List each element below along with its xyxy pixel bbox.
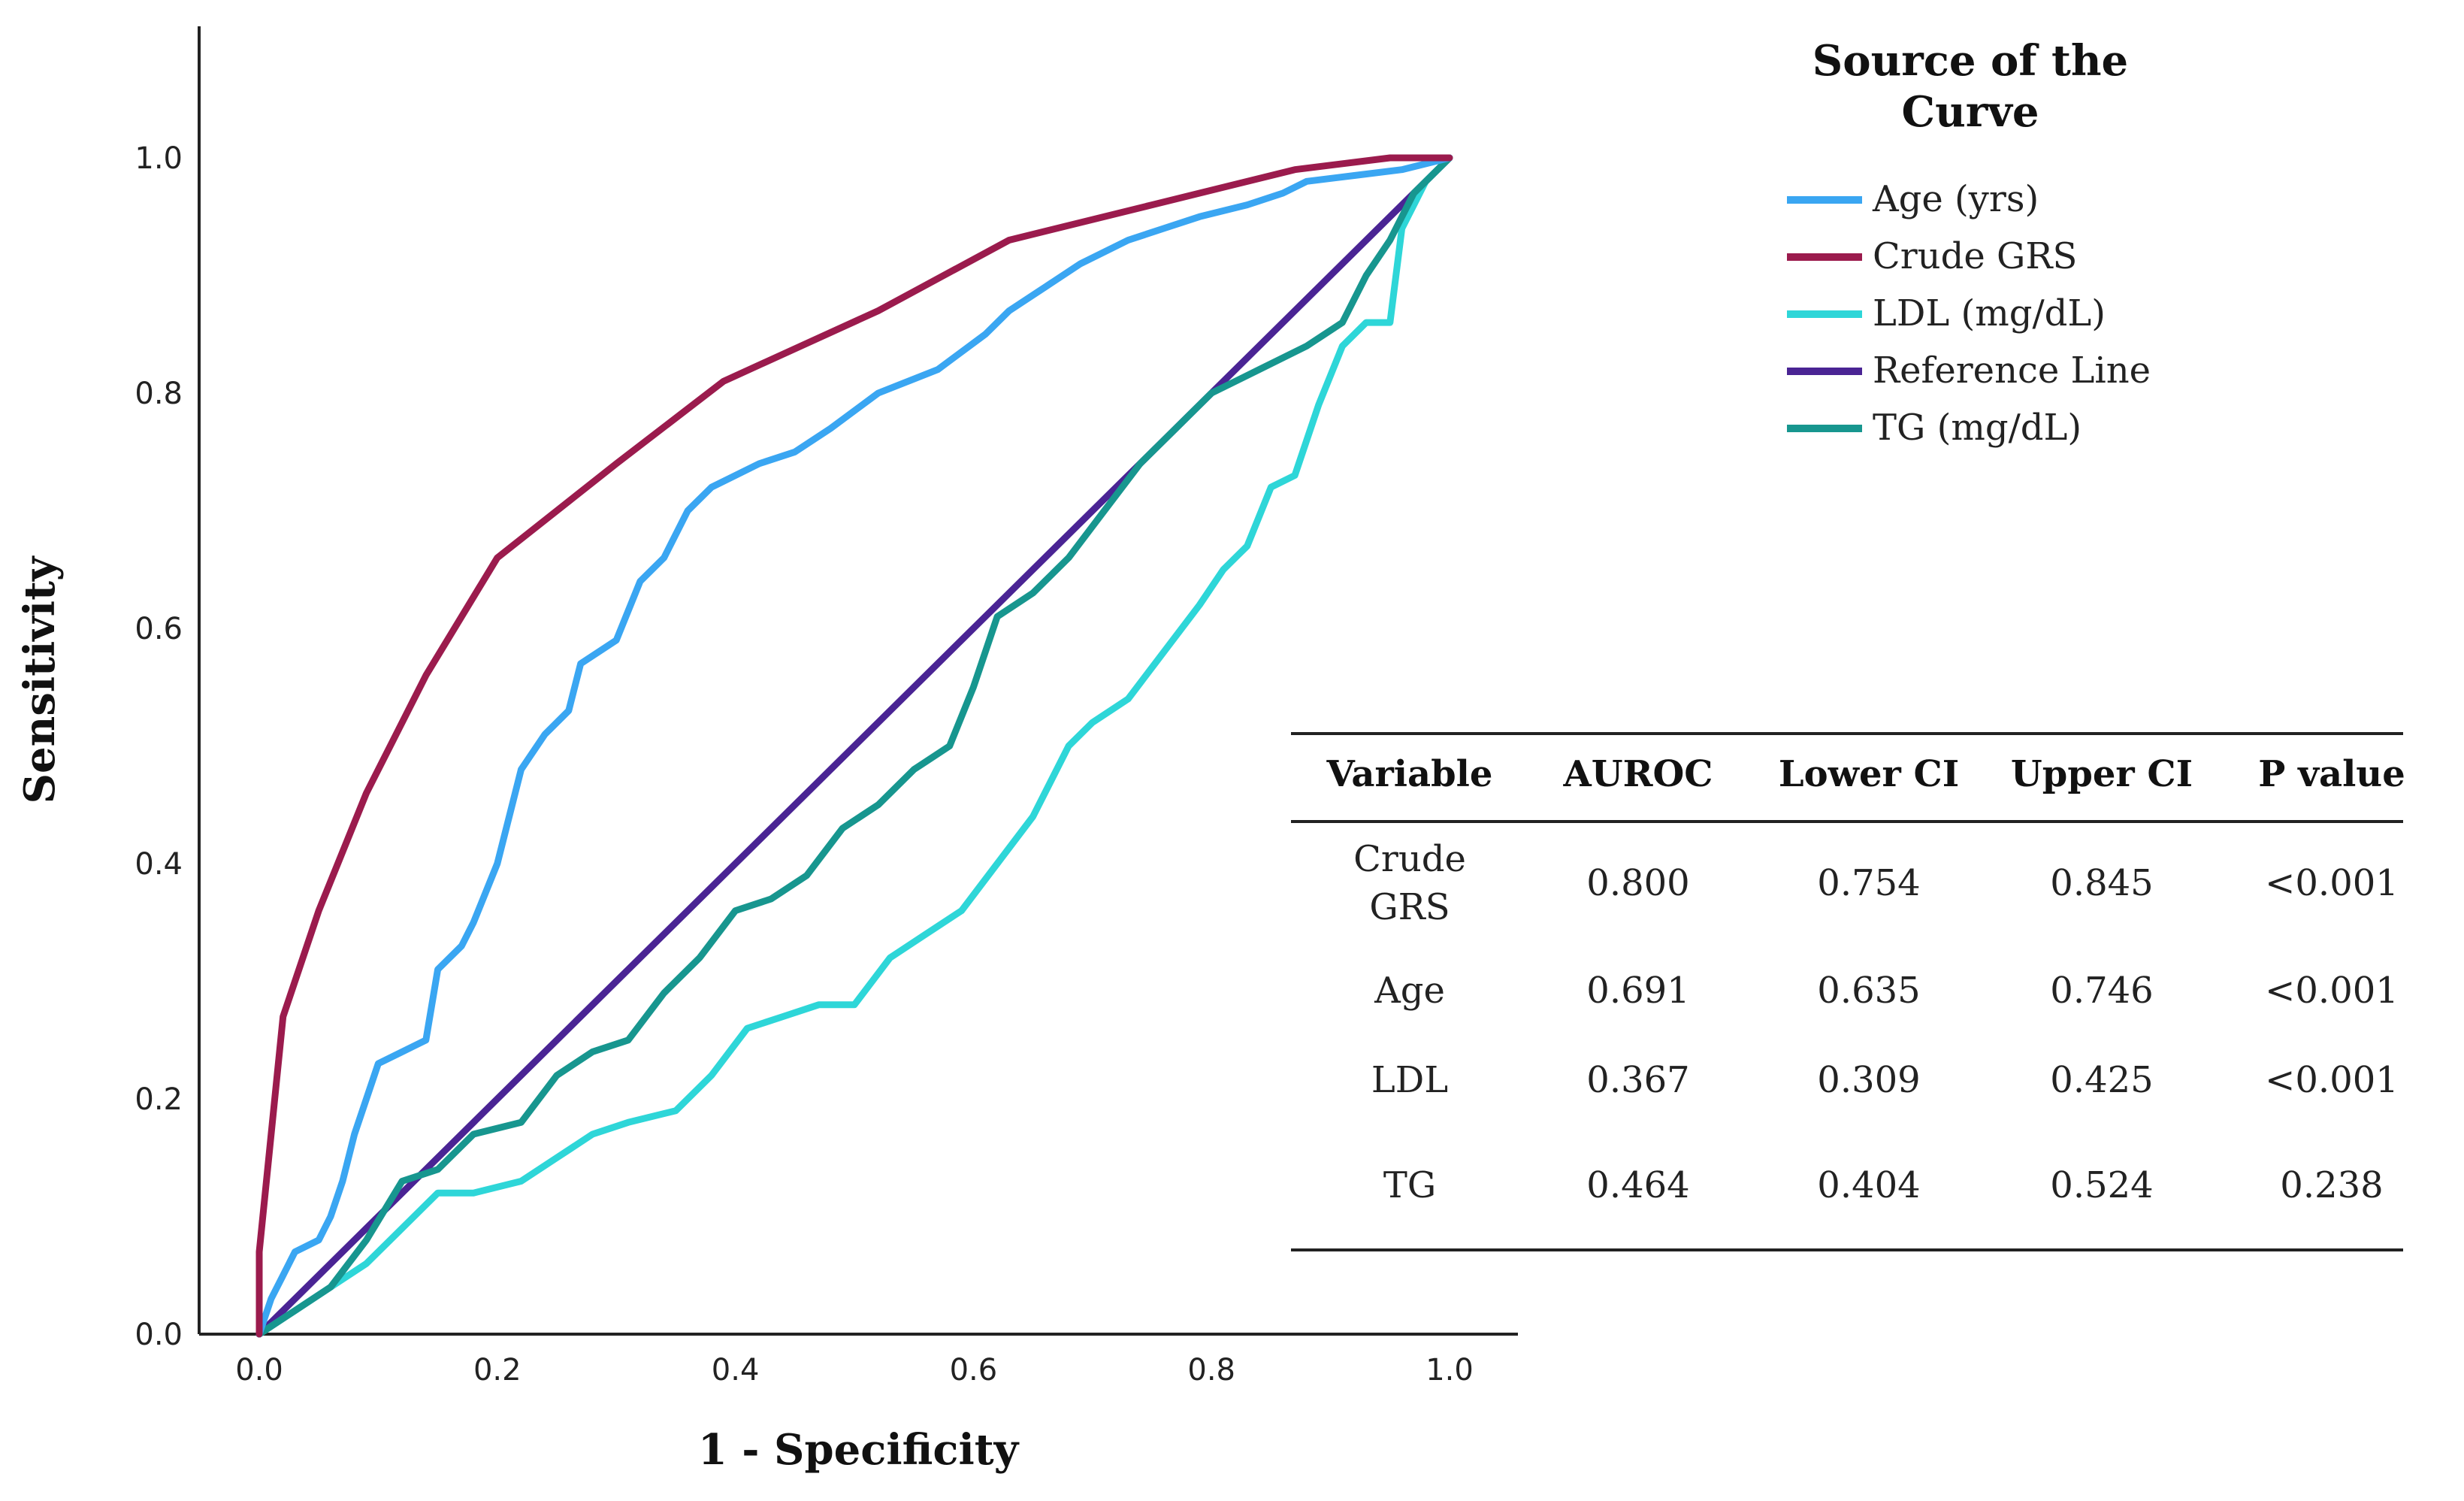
table-header-cell: Lower CI [1779,753,1959,795]
table-cell: 0.367 [1586,1059,1689,1101]
x-tick-label: 0.6 [950,1353,998,1388]
y-tick-label: 0.0 [135,1318,183,1352]
curve-tg-mg-dl [255,154,1453,1338]
table-header-cell: AUROC [1562,753,1713,795]
legend-label-tg-mg-dl: TG (mg/dL) [1873,407,2082,449]
x-tick-label: 1.0 [1425,1353,1474,1388]
x-axis-title: 1 - Specificity [698,1425,1020,1475]
table-cell: 0.524 [2050,1164,2153,1206]
table-header-cell: P value [2258,753,2405,795]
table-header-row: Variable AUROC Lower CI Upper CI P value [1326,753,2405,795]
table-header-cell: Upper CI [2011,753,2193,795]
curve-crude-grs [255,154,1453,1338]
table-row: Crude GRS 0.800 0.754 0.845 <0.001 [1353,838,2399,928]
x-tick-label: 0.4 [712,1353,760,1388]
table-cell-variable: TG [1383,1164,1436,1206]
table-cell-variable: GRS [1369,886,1450,928]
table-cell: 0.754 [1817,862,1920,904]
curve-reference-line [255,154,1453,1338]
legend-label-reference-line: Reference Line [1873,350,2151,392]
legend-label-age-yrs: Age (yrs) [1872,178,2039,220]
x-tick-label: 0.0 [235,1353,283,1388]
table-cell: 0.238 [2280,1164,2383,1206]
legend: Source of the Curve Age (yrs) Crude GRS LD… [1787,36,2151,449]
y-axis-title: Sensitivity [15,555,65,803]
stats-table: Variable AUROC Lower CI Upper CI P value Cru… [1291,732,2405,1251]
table-cell: 0.800 [1586,862,1689,904]
table-cell: <0.001 [2265,1059,2399,1101]
table-cell: 0.404 [1817,1164,1920,1206]
x-tick-label: 0.2 [473,1353,522,1388]
table-cell: 0.309 [1817,1059,1920,1101]
y-tick-label: 0.6 [135,612,183,646]
legend-title-line-1: Source of the [1812,36,2128,86]
y-tick-label: 0.8 [135,377,183,411]
table-cell-variable: LDL [1371,1059,1448,1101]
legend-label-ldl-mg-dl: LDL (mg/dL) [1873,292,2106,334]
x-tick-labels: 0.0 0.2 0.4 0.6 0.8 1.0 [235,1353,1474,1388]
curve-age-yrs [255,154,1453,1338]
table-header-cell: Variable [1326,753,1493,795]
y-tick-label: 1.0 [135,141,183,176]
curve-ldl-mg-dl [255,154,1453,1338]
table-cell: 0.746 [2050,970,2153,1012]
legend-items: Age (yrs) Crude GRS LDL (mg/dL) Reference L… [1787,178,2151,449]
table-row: TG 0.464 0.404 0.524 0.238 [1383,1164,2384,1206]
table-cell: 0.691 [1586,970,1689,1012]
table-row: LDL 0.367 0.309 0.425 <0.001 [1371,1059,2399,1101]
table-cell: <0.001 [2265,862,2399,904]
table-cell: 0.464 [1586,1164,1689,1206]
table-cell: 0.635 [1817,970,1920,1012]
table-cell: <0.001 [2265,970,2399,1012]
x-tick-label: 0.8 [1187,1353,1235,1388]
roc-curves [255,154,1453,1338]
y-tick-label: 0.2 [135,1082,183,1117]
legend-label-crude-grs: Crude GRS [1873,235,2077,277]
y-tick-label: 0.4 [135,847,183,882]
table-cell-variable: Crude [1353,838,1466,880]
table-cell: 0.845 [2050,862,2153,904]
table-cell: 0.425 [2050,1059,2153,1101]
table-row: Age 0.691 0.635 0.746 <0.001 [1374,970,2399,1012]
table-body: Crude GRS 0.800 0.754 0.845 <0.001 Age 0.691 0.6… [1353,838,2399,1206]
table-cell-variable: Age [1374,970,1445,1012]
legend-title-line-2: Curve [1902,87,2039,137]
y-tick-labels: 0.0 0.2 0.4 0.6 0.8 1.0 [135,141,183,1352]
